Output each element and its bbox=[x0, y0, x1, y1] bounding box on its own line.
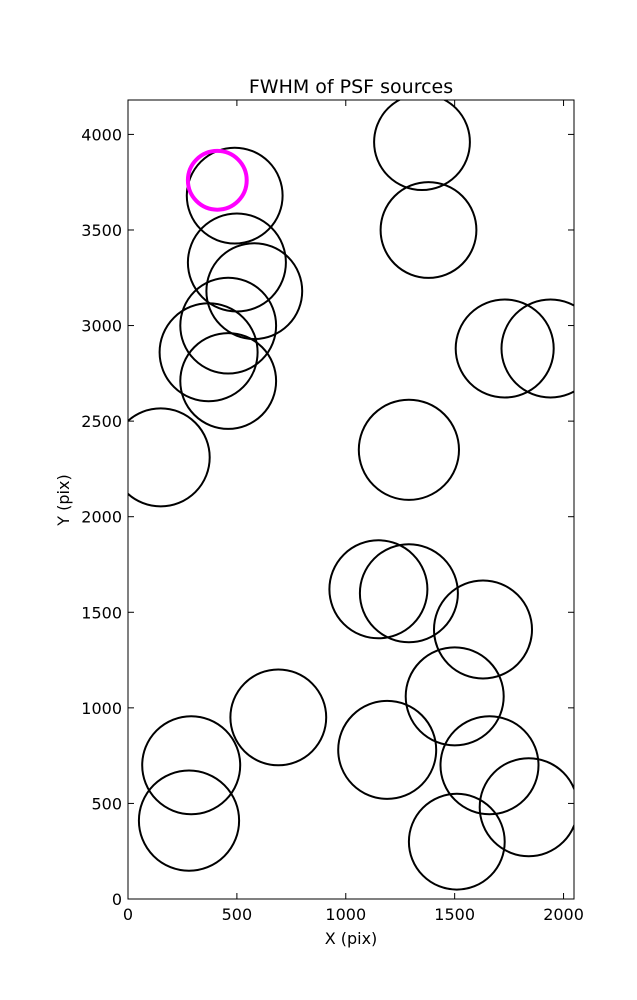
source-circle-20 bbox=[439, 715, 540, 816]
y-tick-label-3500: 3500 bbox=[81, 221, 122, 240]
source-circle-9 bbox=[128, 407, 211, 508]
plot-frame bbox=[127, 99, 575, 900]
x-tick-label-2000: 2000 bbox=[543, 905, 584, 924]
y-tick-label-500: 500 bbox=[91, 794, 122, 813]
source-circle-18 bbox=[337, 699, 438, 800]
plot-area bbox=[128, 100, 574, 891]
source-circle-7 bbox=[158, 302, 259, 403]
chart-title: FWHM of PSF sources bbox=[249, 76, 453, 98]
y-tick-label-0: 0 bbox=[112, 890, 122, 909]
x-tick-label-500: 500 bbox=[222, 905, 253, 924]
source-circle-13 bbox=[328, 539, 429, 640]
y-tick-label-1500: 1500 bbox=[81, 603, 122, 622]
x-axis-label: X (pix) bbox=[325, 929, 378, 948]
y-tick-label-2000: 2000 bbox=[81, 508, 122, 527]
source-circle-23 bbox=[407, 792, 506, 891]
y-tick-label-4000: 4000 bbox=[81, 125, 122, 144]
source-circle-15 bbox=[433, 579, 533, 680]
y-tick-label-3000: 3000 bbox=[81, 317, 122, 336]
source-circle-19 bbox=[141, 715, 242, 816]
x-tick-label-1000: 1000 bbox=[325, 905, 366, 924]
highlighted-source-circle bbox=[185, 148, 249, 212]
y-axis-label: Y (pix) bbox=[54, 474, 73, 526]
source-circle-17 bbox=[404, 646, 505, 747]
source-circle-11 bbox=[500, 298, 574, 399]
x-tick-label-0: 0 bbox=[123, 905, 133, 924]
y-tick-label-2500: 2500 bbox=[81, 412, 122, 431]
y-tick-label-1000: 1000 bbox=[81, 699, 122, 718]
source-circle-10 bbox=[454, 298, 555, 399]
source-circle-3 bbox=[185, 146, 284, 245]
source-circle-8 bbox=[179, 332, 278, 430]
source-circle-1 bbox=[373, 100, 471, 191]
source-circle-21 bbox=[137, 769, 241, 872]
source-circle-22 bbox=[478, 757, 574, 858]
x-tick-label-1500: 1500 bbox=[434, 905, 475, 924]
y-axis: 0 500 1000 1500 2000 2500 3000 3500 4000 bbox=[81, 125, 574, 909]
source-circle-16 bbox=[229, 668, 328, 767]
source-circle-2 bbox=[379, 181, 478, 279]
source-circle-6 bbox=[179, 276, 278, 375]
x-axis: 0 500 1000 1500 2000 bbox=[123, 100, 584, 924]
source-circle-4 bbox=[186, 212, 287, 313]
source-circle-5 bbox=[205, 242, 304, 341]
source-circle-12 bbox=[357, 398, 460, 501]
source-circle-14 bbox=[358, 543, 459, 644]
